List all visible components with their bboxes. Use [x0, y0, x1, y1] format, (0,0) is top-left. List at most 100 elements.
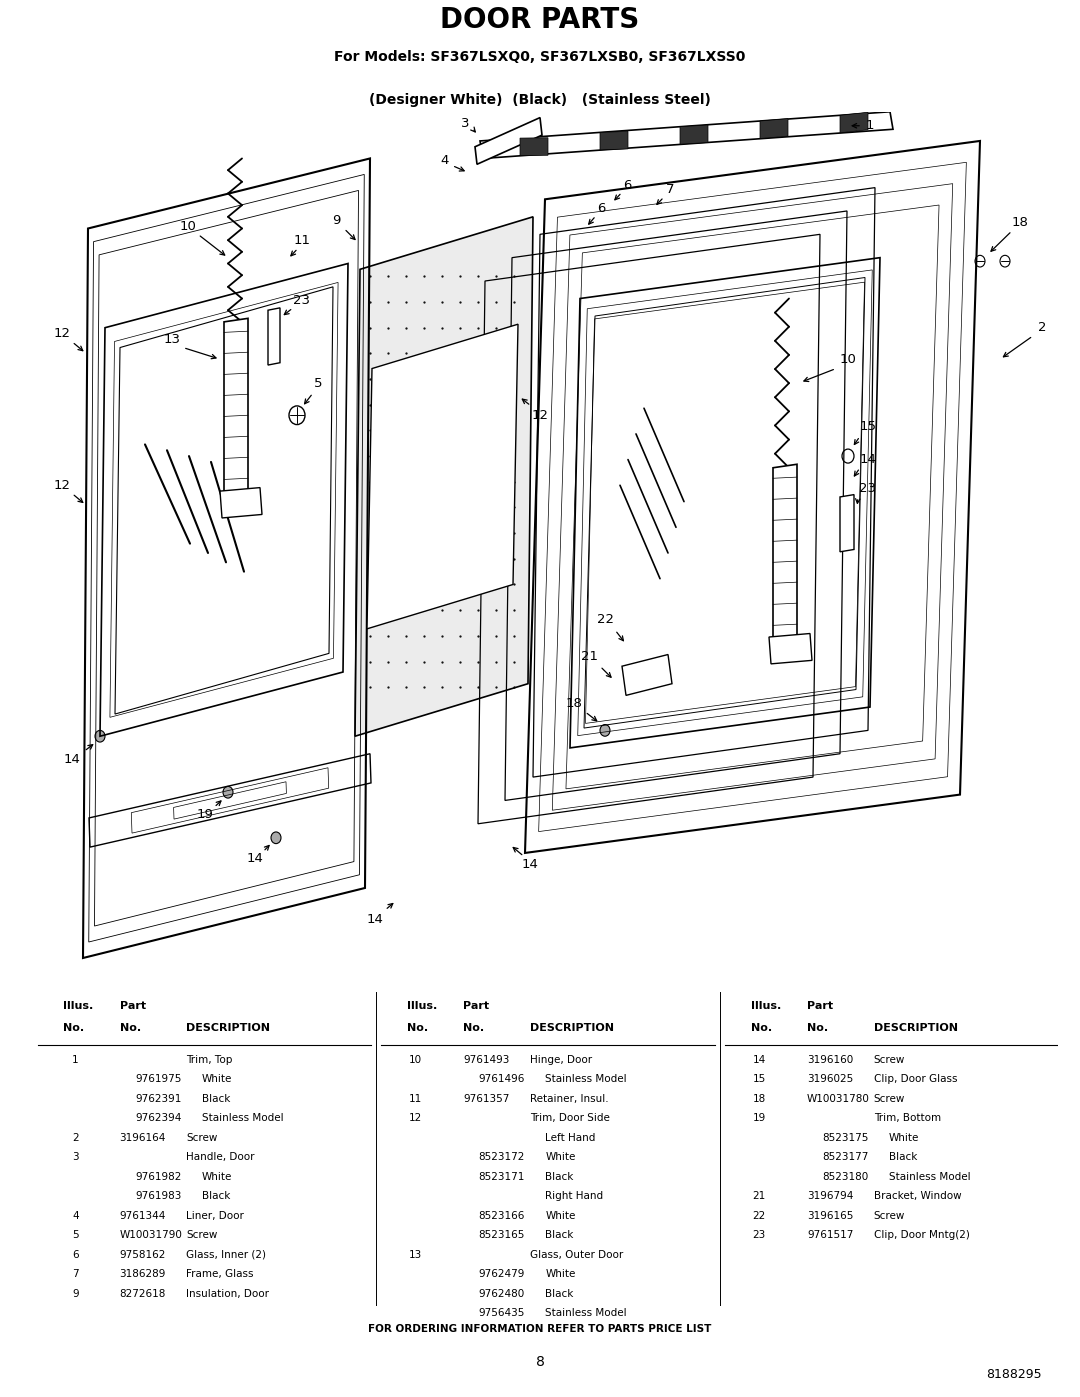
Text: 13: 13 [409, 1250, 422, 1260]
Text: No.: No. [120, 1023, 140, 1034]
Text: Bracket, Window: Bracket, Window [874, 1192, 961, 1201]
Circle shape [95, 731, 105, 742]
Text: 3196164: 3196164 [120, 1133, 166, 1143]
Text: 8: 8 [536, 1355, 544, 1369]
Text: Trim, Door Side: Trim, Door Side [530, 1113, 610, 1123]
Text: 8272618: 8272618 [120, 1288, 166, 1299]
Text: 23: 23 [294, 295, 311, 307]
Text: Screw: Screw [874, 1055, 905, 1065]
Text: Retainer, Insul.: Retainer, Insul. [530, 1094, 609, 1104]
Text: W10031790: W10031790 [120, 1231, 183, 1241]
Text: 9758162: 9758162 [120, 1250, 166, 1260]
Polygon shape [355, 217, 534, 736]
Text: 9: 9 [72, 1288, 79, 1299]
Polygon shape [224, 319, 248, 495]
Text: 22: 22 [753, 1211, 766, 1221]
Polygon shape [480, 112, 893, 158]
Text: Glass, Inner (2): Glass, Inner (2) [187, 1250, 267, 1260]
Text: Hinge, Door: Hinge, Door [530, 1055, 592, 1065]
Text: Illus.: Illus. [407, 1002, 437, 1011]
Text: 8523171: 8523171 [478, 1172, 525, 1182]
Text: Screw: Screw [874, 1211, 905, 1221]
Polygon shape [220, 488, 262, 518]
Text: 9: 9 [332, 214, 340, 226]
Text: Frame, Glass: Frame, Glass [187, 1268, 254, 1280]
Text: 9761496: 9761496 [478, 1074, 525, 1084]
Text: 8523166: 8523166 [478, 1211, 525, 1221]
Text: No.: No. [463, 1023, 485, 1034]
Text: 18: 18 [566, 697, 582, 710]
Text: 14: 14 [860, 453, 877, 467]
Text: Clip, Door Glass: Clip, Door Glass [874, 1074, 957, 1084]
Text: DESCRIPTION: DESCRIPTION [530, 1023, 615, 1034]
Text: 12: 12 [54, 327, 70, 339]
Text: Screw: Screw [874, 1094, 905, 1104]
Text: Liner, Door: Liner, Door [187, 1211, 244, 1221]
Text: 9761493: 9761493 [463, 1055, 510, 1065]
Text: White: White [202, 1074, 232, 1084]
Text: Stainless Model: Stainless Model [202, 1113, 283, 1123]
Text: 9762391: 9762391 [135, 1094, 181, 1104]
Circle shape [600, 725, 610, 736]
Text: White: White [545, 1268, 576, 1280]
Polygon shape [760, 119, 788, 138]
Text: DESCRIPTION: DESCRIPTION [874, 1023, 958, 1034]
Text: 3196794: 3196794 [807, 1192, 853, 1201]
Text: No.: No. [407, 1023, 428, 1034]
Text: 12: 12 [54, 479, 70, 492]
Polygon shape [680, 124, 708, 144]
Polygon shape [519, 138, 548, 155]
Polygon shape [840, 112, 868, 133]
Text: 14: 14 [753, 1055, 766, 1065]
Text: Black: Black [202, 1094, 230, 1104]
Polygon shape [600, 131, 627, 149]
Text: 7: 7 [665, 183, 674, 197]
Text: 14: 14 [64, 753, 80, 766]
Text: White: White [545, 1153, 576, 1162]
Circle shape [271, 833, 281, 844]
Text: White: White [202, 1172, 232, 1182]
Text: 2: 2 [1038, 321, 1047, 334]
Text: 9761517: 9761517 [807, 1231, 853, 1241]
Text: 15: 15 [860, 420, 877, 433]
Text: 8523175: 8523175 [823, 1133, 868, 1143]
Text: 3: 3 [461, 117, 469, 130]
Text: 14: 14 [522, 858, 539, 872]
Text: 12: 12 [409, 1113, 422, 1123]
Text: Black: Black [545, 1288, 573, 1299]
Text: 8523180: 8523180 [823, 1172, 868, 1182]
Text: 14: 14 [366, 914, 383, 926]
Text: 19: 19 [197, 807, 214, 821]
Text: Clip, Door Mntg(2): Clip, Door Mntg(2) [874, 1231, 970, 1241]
Text: Stainless Model: Stainless Model [545, 1308, 627, 1319]
Text: DESCRIPTION: DESCRIPTION [187, 1023, 270, 1034]
Text: 9761983: 9761983 [135, 1192, 181, 1201]
Text: 4: 4 [441, 154, 449, 168]
Text: 9761344: 9761344 [120, 1211, 166, 1221]
Text: 11: 11 [294, 233, 311, 247]
Text: 8523165: 8523165 [478, 1231, 525, 1241]
Text: 4: 4 [72, 1211, 79, 1221]
Text: 9761982: 9761982 [135, 1172, 181, 1182]
Text: 11: 11 [409, 1094, 422, 1104]
Text: 21: 21 [581, 651, 598, 664]
Text: Black: Black [202, 1192, 230, 1201]
Text: 7: 7 [72, 1268, 79, 1280]
Circle shape [222, 787, 233, 798]
Text: 8188295: 8188295 [986, 1368, 1042, 1380]
Text: (Designer White)  (Black)   (Stainless Steel): (Designer White) (Black) (Stainless Stee… [369, 92, 711, 106]
Text: 5: 5 [72, 1231, 79, 1241]
Text: 1: 1 [866, 119, 874, 133]
Text: 9762479: 9762479 [478, 1268, 525, 1280]
Text: 6: 6 [597, 203, 605, 215]
Text: 1: 1 [72, 1055, 79, 1065]
Text: For Models: SF367LSXQ0, SF367LXSB0, SF367LXSS0: For Models: SF367LSXQ0, SF367LXSB0, SF36… [335, 50, 745, 64]
Text: FOR ORDERING INFORMATION REFER TO PARTS PRICE LIST: FOR ORDERING INFORMATION REFER TO PARTS … [368, 1324, 712, 1334]
Text: 10: 10 [839, 352, 856, 366]
Text: Screw: Screw [187, 1231, 218, 1241]
Text: 3: 3 [72, 1153, 79, 1162]
Text: 10: 10 [179, 219, 197, 233]
Text: 18: 18 [753, 1094, 766, 1104]
Text: 19: 19 [753, 1113, 766, 1123]
Text: 2: 2 [72, 1133, 79, 1143]
